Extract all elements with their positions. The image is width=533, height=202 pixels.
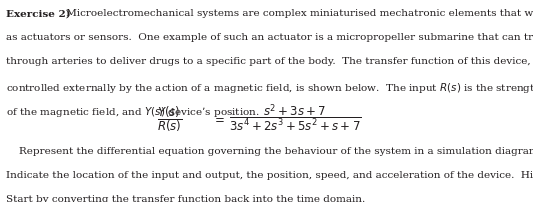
Text: $\dfrac{Y(s)}{R(s)}$: $\dfrac{Y(s)}{R(s)}$ [157,103,183,133]
Text: $=$: $=$ [212,112,225,125]
Text: Exercise 2): Exercise 2) [6,9,71,18]
Text: as actuators or sensors.  One example of such an actuator is a micropropeller su: as actuators or sensors. One example of … [6,33,533,42]
Text: Microelectromechanical systems are complex miniaturised mechatronic elements tha: Microelectromechanical systems are compl… [63,9,533,18]
Text: through arteries to deliver drugs to a specific part of the body.  The transfer : through arteries to deliver drugs to a s… [6,57,531,66]
Text: $\dfrac{s^2+3s+7}{3s^4+2s^3+5s^2+s+7}$: $\dfrac{s^2+3s+7}{3s^4+2s^3+5s^2+s+7}$ [229,102,362,134]
Text: Represent the differential equation governing the behaviour of the system in a s: Represent the differential equation gove… [6,146,533,155]
Text: Start by converting the transfer function back into the time domain.: Start by converting the transfer functio… [6,194,366,202]
Text: Indicate the location of the input and output, the position, speed, and accelera: Indicate the location of the input and o… [6,170,533,179]
Text: of the magnetic field, and $Y(s)$ device’s position.: of the magnetic field, and $Y(s)$ device… [6,104,260,118]
Text: controlled externally by the action of a magnetic field, is shown below.  The in: controlled externally by the action of a… [6,81,533,95]
